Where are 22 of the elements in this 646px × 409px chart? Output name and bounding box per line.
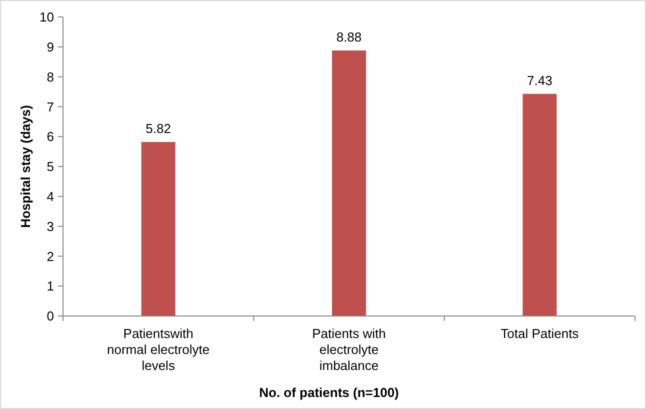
y-tick-label: 4	[46, 188, 54, 204]
y-tick-label: 10	[40, 10, 54, 25]
y-axis-title: Hospital stay (days)	[18, 105, 33, 228]
y-tick-label: 9	[46, 39, 54, 54]
bar	[141, 142, 176, 316]
bar	[522, 94, 557, 316]
data-label: 5.82	[146, 120, 171, 136]
y-tick-label: 2	[46, 248, 54, 264]
data-label: 7.43	[527, 72, 552, 88]
y-tick-label: 0	[46, 308, 54, 324]
y-tick-label: 5	[46, 159, 54, 174]
y-tick-label: 3	[46, 218, 54, 234]
y-tick-label: 6	[46, 129, 54, 144]
bar	[332, 50, 366, 316]
y-tick-label: 7	[46, 99, 54, 114]
x-tick-label: Patientswith normal electrolyte levels	[107, 326, 210, 373]
y-tick-label: 8	[46, 69, 54, 84]
data-label: 8.88	[336, 29, 362, 44]
y-tick-label: 1	[46, 278, 54, 294]
x-tick-label: Total Patients	[500, 326, 580, 341]
x-tick-label: Patients with electrolyte imbalance	[312, 326, 386, 373]
x-axis-title: No. of patients (n=100)	[259, 385, 399, 400]
